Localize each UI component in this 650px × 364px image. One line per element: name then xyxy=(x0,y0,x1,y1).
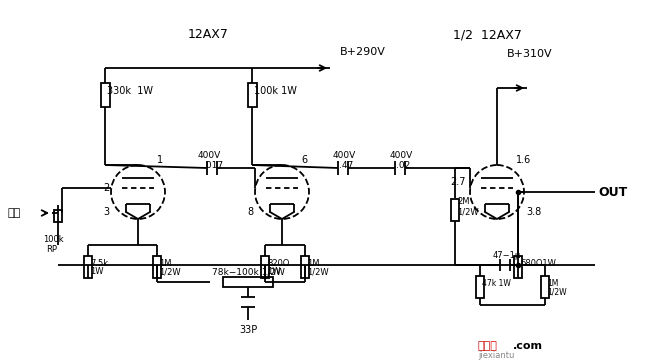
Text: 1W: 1W xyxy=(267,268,281,277)
Bar xyxy=(301,256,309,278)
Text: 78k−100k 1/2W: 78k−100k 1/2W xyxy=(211,268,285,277)
Text: 1W: 1W xyxy=(90,268,103,277)
Text: 47−1μ: 47−1μ xyxy=(493,250,521,260)
Text: .com: .com xyxy=(513,341,543,351)
Text: B+310V: B+310V xyxy=(507,49,552,59)
Text: 输入: 输入 xyxy=(8,208,21,218)
Text: 100k: 100k xyxy=(43,236,64,245)
Text: 1M: 1M xyxy=(159,258,172,268)
Text: B+290V: B+290V xyxy=(340,47,386,57)
Text: 6: 6 xyxy=(301,155,307,165)
Text: 12AX7: 12AX7 xyxy=(188,28,228,41)
Text: 330k  1W: 330k 1W xyxy=(107,86,153,96)
Bar xyxy=(476,276,484,298)
Text: 1/2W: 1/2W xyxy=(307,268,329,277)
Text: 8: 8 xyxy=(247,207,253,217)
Text: 1: 1 xyxy=(157,155,163,165)
Text: 1/2W: 1/2W xyxy=(547,288,567,297)
Text: RP: RP xyxy=(46,245,57,254)
Bar xyxy=(261,256,269,278)
Text: 3.8: 3.8 xyxy=(526,207,541,217)
Text: 33P: 33P xyxy=(239,325,257,335)
Text: 3: 3 xyxy=(103,207,109,217)
Text: 1.6: 1.6 xyxy=(516,155,531,165)
Bar xyxy=(514,256,522,278)
Bar xyxy=(248,83,257,107)
Text: 400V: 400V xyxy=(333,151,356,161)
Text: 2: 2 xyxy=(103,183,109,193)
Text: 1/2W: 1/2W xyxy=(159,268,181,277)
Text: 1M: 1M xyxy=(547,278,558,288)
Text: OUT: OUT xyxy=(598,186,627,198)
Bar xyxy=(451,199,459,221)
Text: 100k 1W: 100k 1W xyxy=(254,86,297,96)
Text: 1M: 1M xyxy=(307,258,320,268)
Text: 7.5k: 7.5k xyxy=(90,258,108,268)
Bar xyxy=(153,256,161,278)
Text: 1/2  12AX7: 1/2 12AX7 xyxy=(453,28,522,41)
Text: .017: .017 xyxy=(203,162,223,170)
Text: 820Ω: 820Ω xyxy=(267,258,289,268)
Text: .47: .47 xyxy=(339,162,353,170)
Text: 680Ω1W: 680Ω1W xyxy=(520,258,556,268)
Bar xyxy=(541,276,549,298)
Text: 1/2W: 1/2W xyxy=(457,207,478,217)
Text: 接线图: 接线图 xyxy=(478,341,498,351)
Text: jiexiantu: jiexiantu xyxy=(478,352,514,360)
Text: 47k 1W: 47k 1W xyxy=(482,278,511,288)
Text: 2M: 2M xyxy=(457,198,469,206)
Text: 2.7: 2.7 xyxy=(450,177,465,187)
Bar xyxy=(101,83,109,107)
Text: 400V: 400V xyxy=(390,151,413,161)
Bar xyxy=(54,210,62,222)
Bar xyxy=(223,277,273,287)
Text: .02: .02 xyxy=(396,162,410,170)
Text: 400V: 400V xyxy=(198,151,221,161)
Bar xyxy=(84,256,92,278)
